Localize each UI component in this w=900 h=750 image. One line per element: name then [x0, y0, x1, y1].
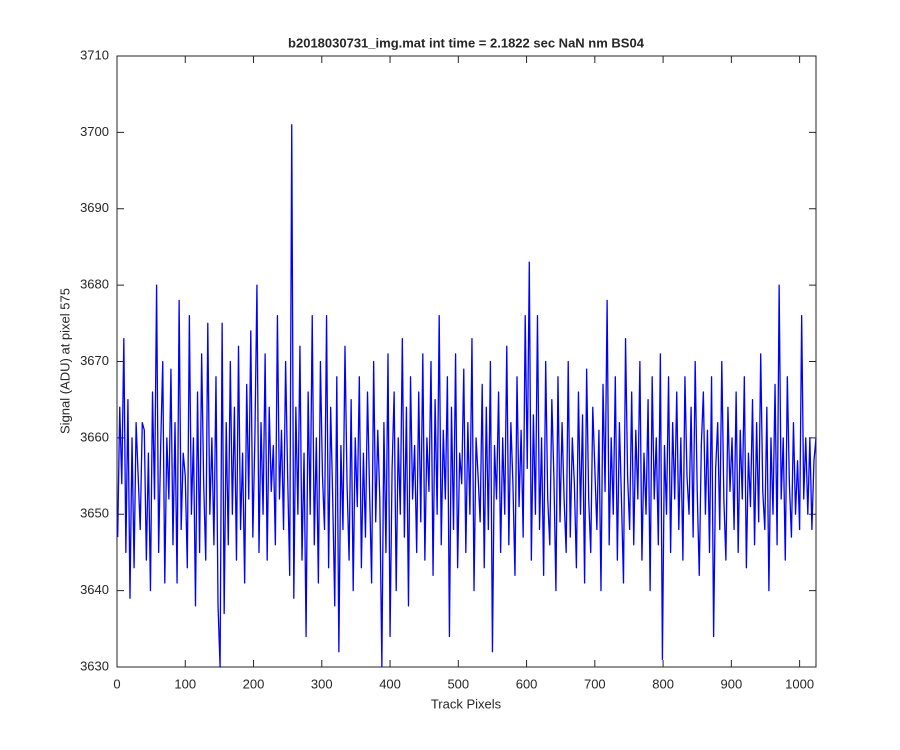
- y-tick-label: 3680: [80, 277, 109, 292]
- x-tick-label: 0: [113, 676, 120, 691]
- x-axis-label: Track Pixels: [431, 696, 502, 711]
- x-tick-label: 800: [652, 676, 674, 691]
- x-tick-label: 900: [721, 676, 743, 691]
- y-tick-label: 3650: [80, 506, 109, 521]
- y-tick-label: 3690: [80, 200, 109, 215]
- y-tick-label: 3630: [80, 658, 109, 673]
- y-tick-label: 3640: [80, 582, 109, 597]
- x-tick-label: 1000: [785, 676, 814, 691]
- x-tick-label: 100: [174, 676, 196, 691]
- x-tick-label: 200: [243, 676, 265, 691]
- x-tick-label: 300: [311, 676, 333, 691]
- y-tick-label: 3710: [80, 47, 109, 62]
- y-tick-label: 3660: [80, 429, 109, 444]
- x-tick-label: 600: [516, 676, 538, 691]
- y-tick-label: 3670: [80, 353, 109, 368]
- x-tick-label: 400: [379, 676, 401, 691]
- y-tick-label: 3700: [80, 124, 109, 139]
- chart-title: b2018030731_img.mat int time = 2.1822 se…: [288, 35, 645, 50]
- x-tick-label: 700: [584, 676, 606, 691]
- x-tick-label: 500: [447, 676, 469, 691]
- y-axis-label: Signal (ADU) at pixel 575: [57, 288, 72, 434]
- data-line: [117, 124, 817, 668]
